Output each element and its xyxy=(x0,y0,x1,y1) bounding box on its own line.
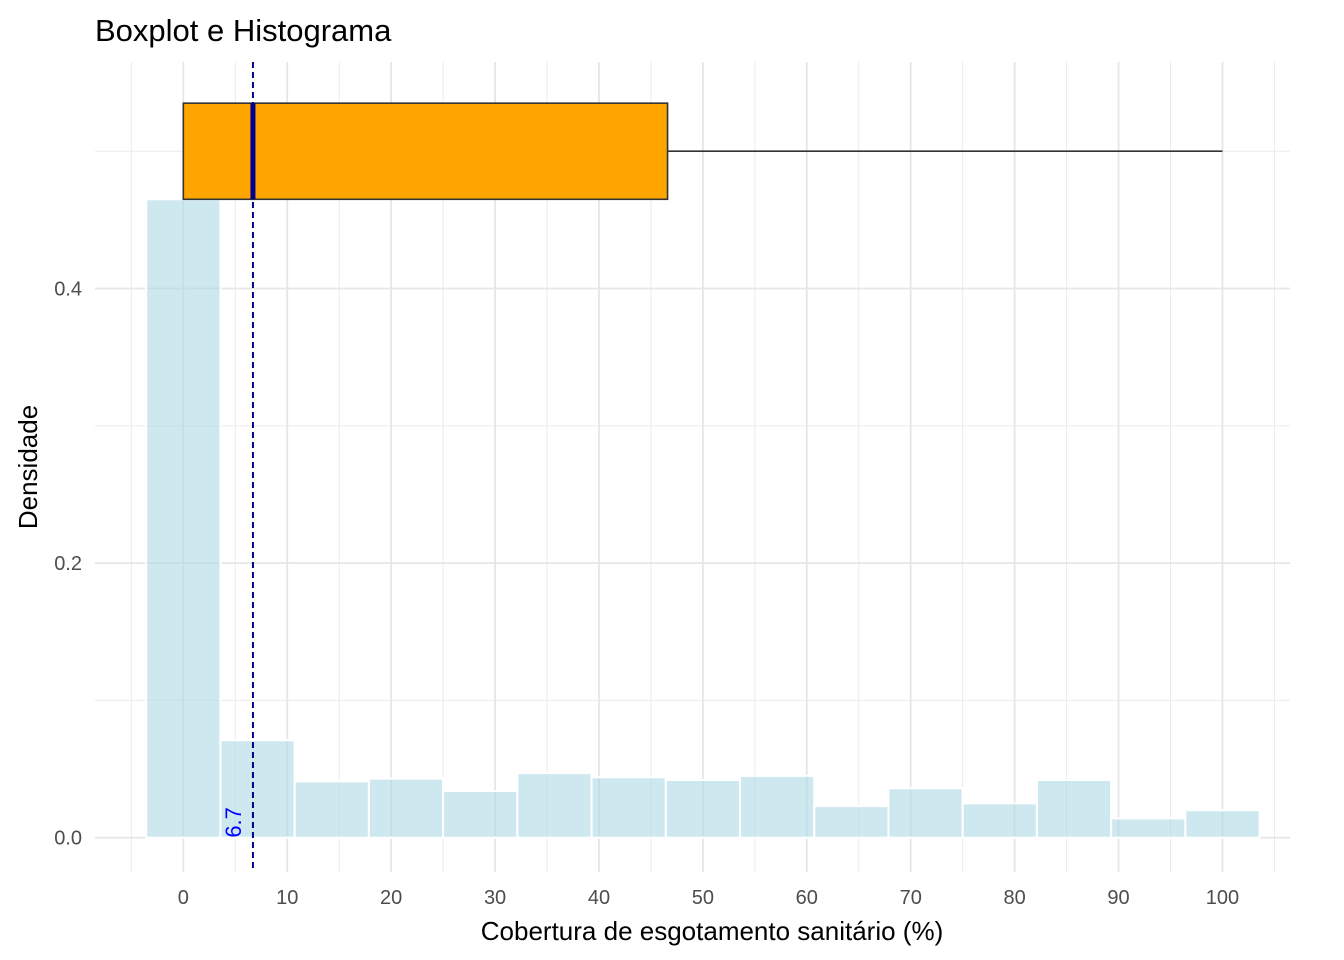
x-tick-label: 40 xyxy=(588,887,610,909)
histogram-bar xyxy=(961,802,1038,839)
x-tick-label: 70 xyxy=(900,887,922,909)
y-tick-label: 0.0 xyxy=(54,828,82,850)
histogram-bar xyxy=(1184,809,1261,839)
y-axis-title: Densidade xyxy=(13,405,43,529)
histogram-bar xyxy=(219,739,296,839)
histogram-bar xyxy=(1035,779,1113,839)
x-tick-label: 0 xyxy=(178,887,189,909)
x-tick-label: 50 xyxy=(692,887,714,909)
boxplot-box xyxy=(182,102,669,201)
chart-title: Boxplot e Histograma xyxy=(95,13,392,48)
y-tick-label: 0.4 xyxy=(54,279,82,301)
x-tick-label: 100 xyxy=(1206,887,1239,909)
y-axis-tick-labels: 0.0 0.2 0.4 xyxy=(54,279,82,850)
histogram-bar xyxy=(590,776,667,839)
histogram-bar xyxy=(367,777,445,839)
x-tick-label: 60 xyxy=(796,887,818,909)
histogram-bar xyxy=(887,787,964,839)
x-tick-label: 90 xyxy=(1107,887,1129,909)
median-annotation: 6.7 xyxy=(221,62,254,872)
x-tick-label: 80 xyxy=(1004,887,1026,909)
histogram-bar xyxy=(442,790,519,839)
x-axis-title: Cobertura de esgotamento sanitário (%) xyxy=(481,916,943,946)
histogram-bars xyxy=(145,198,1261,839)
histogram-bar xyxy=(664,779,742,839)
histogram-bar xyxy=(293,780,370,839)
median-label: 6.7 xyxy=(221,807,246,838)
x-tick-label: 10 xyxy=(276,887,298,909)
histogram-bar xyxy=(516,772,593,839)
histogram-bar xyxy=(739,774,816,839)
histogram-bar xyxy=(813,805,890,839)
histogram-bar xyxy=(145,198,222,839)
x-axis-tick-labels: 0 10 20 30 40 50 60 70 80 90 100 xyxy=(178,887,1239,909)
y-tick-label: 0.2 xyxy=(54,553,82,575)
histogram-bar xyxy=(1110,817,1187,839)
x-tick-label: 20 xyxy=(380,887,402,909)
x-tick-label: 30 xyxy=(484,887,506,909)
boxplot xyxy=(182,102,1223,201)
